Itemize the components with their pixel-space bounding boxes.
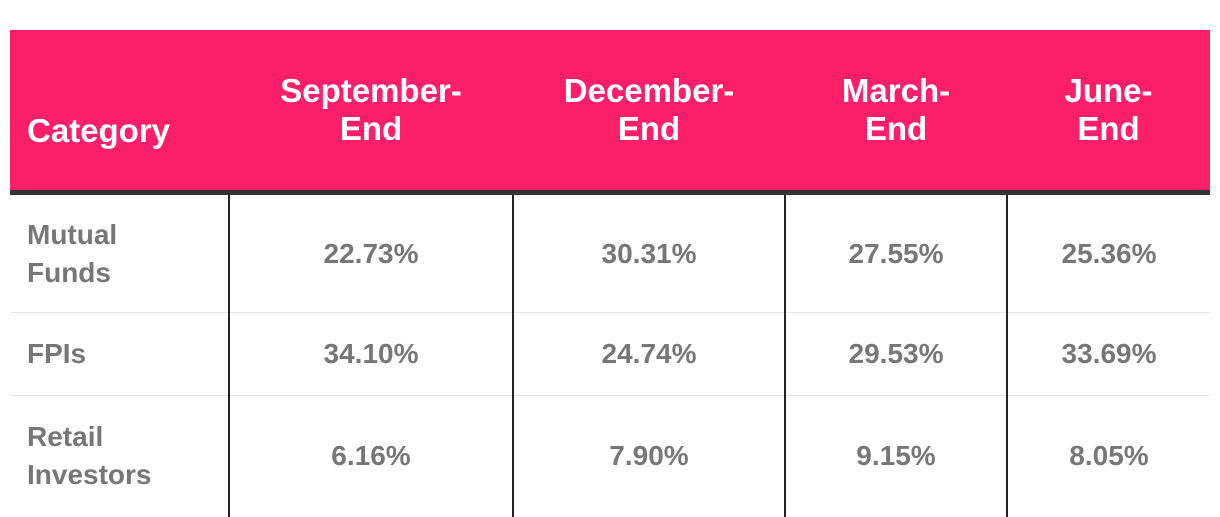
header-cell: June-End xyxy=(1007,30,1210,195)
table-row: FPIs 34.10% 24.74% 29.53% 33.69% xyxy=(10,312,1210,396)
value-cell: 34.10% xyxy=(228,312,513,396)
header-cell: Category xyxy=(10,30,229,195)
value-cell: 33.69% xyxy=(1006,312,1210,396)
value-cell: 30.31% xyxy=(512,192,785,313)
row-label: Mutual Funds xyxy=(10,192,229,313)
value-cell: 6.16% xyxy=(228,395,513,517)
value-cell: 27.55% xyxy=(784,192,1007,313)
value-cell: 22.73% xyxy=(228,192,513,313)
header-cell: December-End xyxy=(513,30,785,195)
header-text: June-End xyxy=(1064,72,1153,147)
row-label: FPIs xyxy=(10,312,229,396)
header-text: Category xyxy=(27,112,171,149)
value-cell: 25.36% xyxy=(1006,192,1210,313)
value-cell: 8.05% xyxy=(1006,395,1210,517)
header-row: Category September-End December-End Marc… xyxy=(10,30,1210,195)
header-text: September-End xyxy=(280,72,462,147)
row-label: Retail Investors xyxy=(27,421,152,491)
header-cell: September-End xyxy=(229,30,513,195)
value-cell: 7.90% xyxy=(512,395,785,517)
data-table: Category September-End December-End Marc… xyxy=(10,30,1210,517)
table-container: Category September-End December-End Marc… xyxy=(10,30,1210,517)
value-cell: 29.53% xyxy=(784,312,1007,396)
value-cell: 9.15% xyxy=(784,395,1007,517)
header-text: December-End xyxy=(563,72,735,147)
table-row: Retail Investors 6.16% 7.90% 9.15% 8.05% xyxy=(10,395,1210,517)
header-cell: March-End xyxy=(785,30,1007,195)
table-row: Mutual Funds 22.73% 30.31% 27.55% 25.36% xyxy=(10,192,1210,313)
table-body: Mutual Funds 22.73% 30.31% 27.55% 25.36% FPIs… xyxy=(10,192,1210,517)
header-text: March-End xyxy=(841,72,951,147)
value-cell: 24.74% xyxy=(512,312,785,396)
